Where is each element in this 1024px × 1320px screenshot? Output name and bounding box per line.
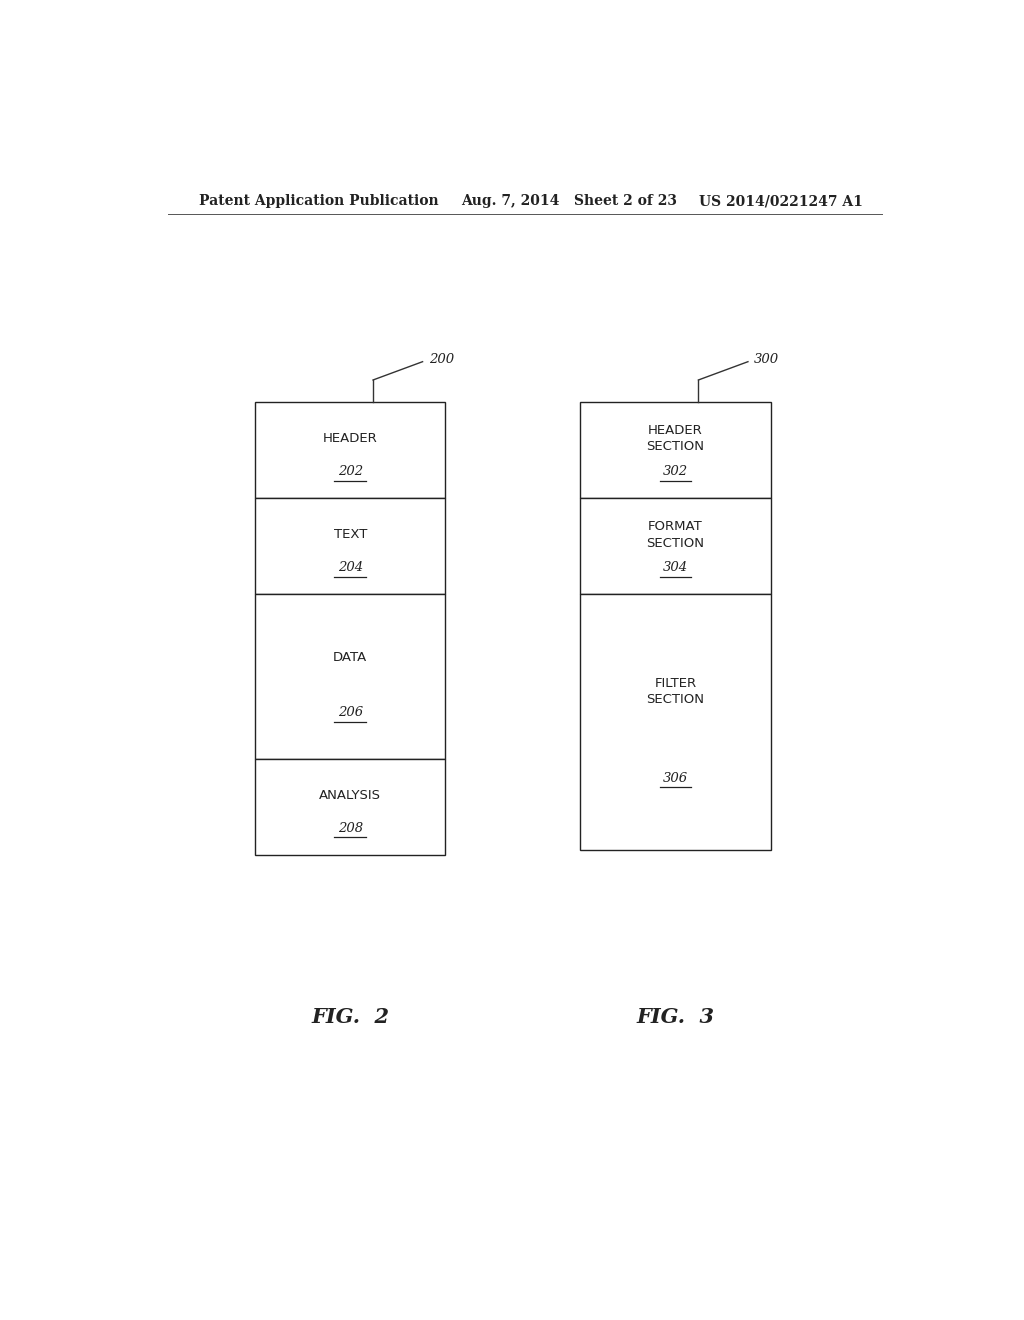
Bar (581, 403, 771, 499)
Text: US 2014/0221247 A1: US 2014/0221247 A1 (699, 194, 863, 209)
Bar (255, 594, 445, 759)
Text: FILTER: FILTER (654, 677, 696, 690)
Text: FIG.  2: FIG. 2 (311, 1007, 389, 1027)
Bar (581, 499, 771, 594)
Text: TEXT: TEXT (334, 528, 367, 541)
Text: 208: 208 (338, 822, 362, 834)
Text: 200: 200 (429, 354, 454, 366)
Text: 202: 202 (338, 465, 362, 478)
Bar (255, 759, 445, 855)
Text: FIG.  3: FIG. 3 (637, 1007, 715, 1027)
Text: 204: 204 (338, 561, 362, 574)
Text: 304: 304 (663, 561, 688, 574)
Text: 300: 300 (755, 354, 779, 366)
Text: SECTION: SECTION (646, 693, 705, 706)
Text: ANALYSIS: ANALYSIS (319, 789, 381, 803)
Bar (255, 403, 445, 499)
Text: Patent Application Publication: Patent Application Publication (200, 194, 439, 209)
Bar (255, 499, 445, 594)
Text: HEADER: HEADER (648, 424, 702, 437)
Bar (581, 594, 771, 850)
Text: Aug. 7, 2014   Sheet 2 of 23: Aug. 7, 2014 Sheet 2 of 23 (461, 194, 677, 209)
Text: SECTION: SECTION (646, 536, 705, 549)
Text: 302: 302 (663, 465, 688, 478)
Text: FORMAT: FORMAT (648, 520, 702, 533)
Text: DATA: DATA (333, 651, 368, 664)
Text: 306: 306 (663, 772, 688, 784)
Text: SECTION: SECTION (646, 441, 705, 454)
Text: 206: 206 (338, 706, 362, 719)
Text: HEADER: HEADER (323, 433, 378, 445)
